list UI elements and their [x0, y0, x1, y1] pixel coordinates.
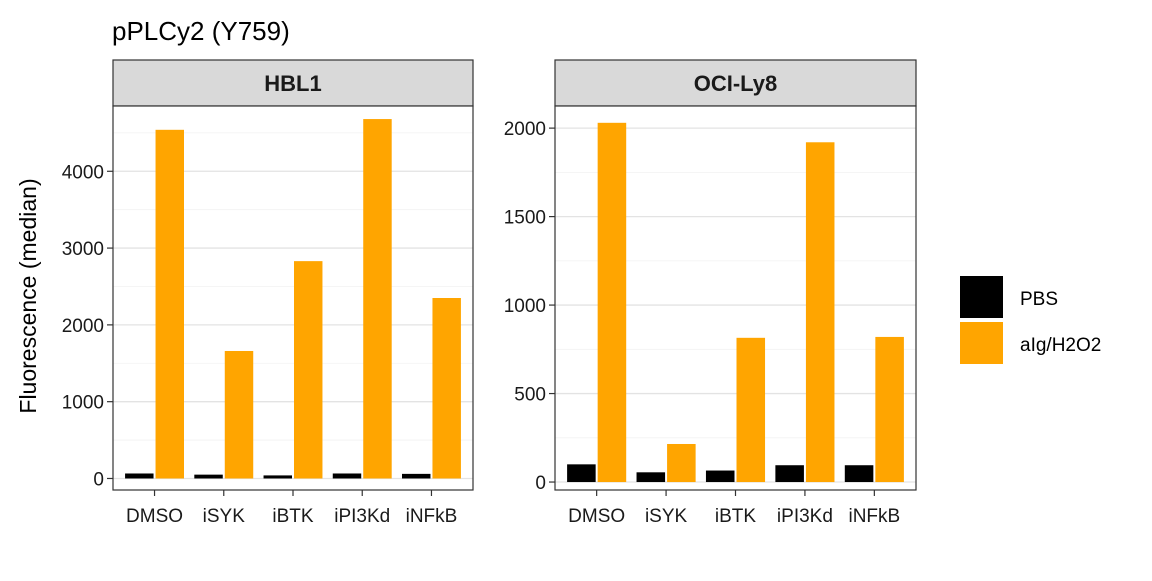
- chart-title: pPLCy2 (Y759): [112, 16, 290, 46]
- bar-pbs: [332, 473, 362, 479]
- strip-background: [112, 59, 474, 107]
- bar-pbs: [705, 470, 735, 483]
- bar-aig-h2o2: [875, 336, 904, 483]
- bar-pbs: [402, 473, 431, 479]
- bar-aig-h2o2: [736, 337, 766, 483]
- bar-pbs: [636, 472, 666, 483]
- y-tick-label: 2000: [62, 316, 104, 337]
- x-tick-label: iSYK: [645, 506, 688, 527]
- legend-key: [960, 322, 1003, 364]
- facet-panels: HBL1 0 1000 2000 3000 4000 DMSO iSYK iBTK iPI3Kd i…: [62, 59, 917, 527]
- legend-key: [960, 276, 1003, 318]
- x-tick-label: DMSO: [568, 506, 625, 527]
- bar-pbs: [844, 465, 874, 483]
- bar-pbs: [125, 473, 154, 479]
- x-tick-label: DMSO: [126, 506, 183, 527]
- x-tick-label: iSYK: [203, 506, 246, 527]
- bar-aig-h2o2: [224, 350, 254, 479]
- facet-panel-0: HBL1 0 1000 2000 3000 4000 DMSO iSYK iBTK iPI3Kd i…: [62, 59, 474, 527]
- y-tick-label: 3000: [62, 239, 104, 260]
- bar-aig-h2o2: [294, 261, 323, 479]
- y-tick-label: 1500: [504, 208, 546, 229]
- bar-aig-h2o2: [667, 443, 696, 483]
- y-tick-label: 0: [93, 469, 104, 490]
- x-tick-label: iBTK: [272, 506, 314, 527]
- strip-label: OCI-Ly8: [694, 71, 778, 96]
- bar-aig-h2o2: [432, 298, 461, 479]
- bar-aig-h2o2: [363, 119, 392, 479]
- y-tick-label: 0: [535, 473, 546, 494]
- x-tick-label: iPI3Kd: [334, 506, 390, 527]
- bar-pbs: [194, 474, 223, 479]
- strip-background: [554, 59, 917, 107]
- legend-label: PBS: [1020, 289, 1058, 310]
- bar-aig-h2o2: [155, 129, 184, 479]
- x-tick-label: iNFkB: [848, 506, 900, 527]
- x-tick-label: iPI3Kd: [777, 506, 833, 527]
- x-tick-label: iBTK: [715, 506, 757, 527]
- y-tick-label: 1000: [504, 296, 546, 317]
- bar-pbs: [263, 475, 292, 479]
- strip-label: HBL1: [264, 71, 321, 96]
- y-tick-label: 2000: [504, 119, 546, 140]
- bar-pbs: [567, 464, 596, 483]
- bar-aig-h2o2: [597, 122, 627, 483]
- y-axis-title: Fluorescence (median): [15, 178, 41, 413]
- facet-panel-1: OCI-Ly8 0 500 1000 1500 2000 DMSO iSYK iBTK iPI3K…: [504, 59, 917, 527]
- bar-aig-h2o2: [805, 142, 835, 483]
- y-tick-label: 4000: [62, 162, 104, 183]
- x-tick-label: iNFkB: [406, 506, 458, 527]
- legend-label: aIg/H2O2: [1020, 335, 1101, 356]
- bar-pbs: [775, 465, 804, 483]
- y-tick-label: 1000: [62, 393, 104, 414]
- y-tick-label: 500: [514, 385, 546, 406]
- legend: PBS aIg/H2O2: [960, 276, 1101, 364]
